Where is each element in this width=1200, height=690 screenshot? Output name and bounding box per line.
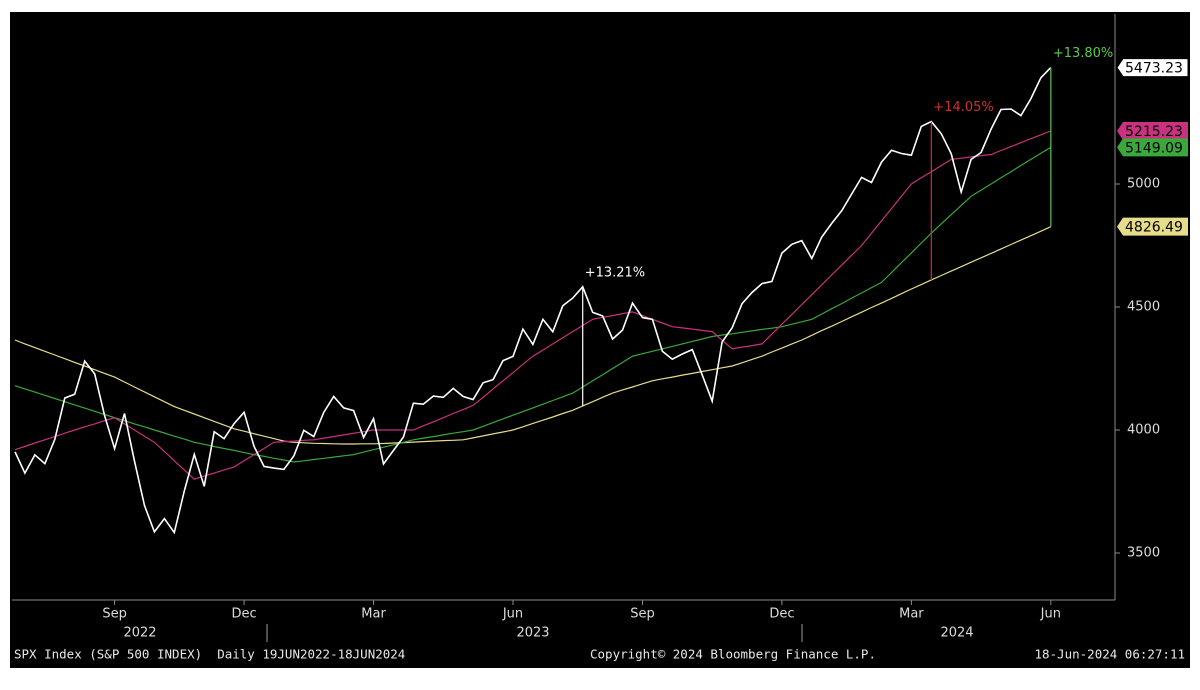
last-value-box	[1116, 58, 1189, 78]
year-label: 2023	[516, 626, 549, 641]
annotation-label: +13.80%	[1053, 46, 1113, 61]
chart-background	[10, 12, 1190, 668]
footer-left: SPX Index (S&P 500 INDEX) Daily 19JUN202…	[14, 647, 405, 662]
annotation-label: +13.21%	[585, 265, 645, 280]
moving-average-line	[14, 226, 1052, 445]
last-value-label: 5215.23	[1125, 124, 1183, 140]
moving-average-line	[14, 146, 1052, 463]
footer-center: Copyright© 2024 Bloomberg Finance L.P.	[590, 647, 876, 662]
x-tick-label: Sep	[630, 607, 655, 622]
last-value-label: 4826.49	[1125, 220, 1183, 236]
moving-average-line	[14, 130, 1052, 480]
x-tick-label: Mar	[899, 607, 924, 622]
annotation-label: +14.05%	[933, 100, 993, 115]
x-tick-label: Jun	[1040, 607, 1061, 622]
last-value-box	[1117, 217, 1188, 236]
x-tick-label: Dec	[231, 607, 256, 622]
year-label: 2024	[940, 626, 973, 641]
x-tick-label: Sep	[102, 607, 127, 622]
x-tick-label: Dec	[769, 607, 794, 622]
y-tick-label: 4000	[1127, 423, 1160, 438]
x-tick-label: Jun	[502, 607, 523, 622]
y-tick-label: 4500	[1127, 300, 1160, 315]
last-value-label: 5473.23	[1125, 61, 1183, 77]
last-value-tag: 5149.09	[1117, 138, 1188, 157]
y-tick-label: 5000	[1127, 176, 1160, 191]
last-value-label: 5149.09	[1125, 140, 1183, 156]
price-line	[14, 67, 1052, 535]
last-value-box	[1117, 138, 1188, 157]
y-tick-label: 3500	[1127, 546, 1160, 561]
last-value-tag: 5473.23	[1116, 58, 1189, 78]
last-value-tag: 4826.49	[1117, 217, 1188, 236]
last-value-tag: 5215.23	[1117, 122, 1188, 141]
footer-right: 18-Jun-2024 06:27:11	[1034, 647, 1185, 662]
x-tick-label: Mar	[361, 607, 386, 622]
last-value-box	[1117, 122, 1188, 141]
year-label: 2022	[123, 626, 156, 641]
